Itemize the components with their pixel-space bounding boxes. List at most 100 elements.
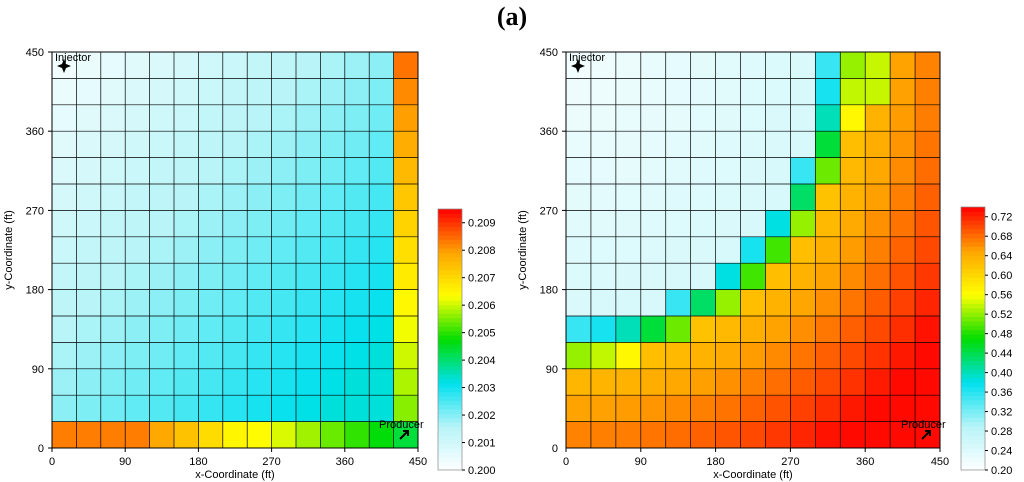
heatmap-cell xyxy=(715,131,741,158)
heatmap-cell xyxy=(566,342,592,370)
colorbar-segment xyxy=(961,342,985,348)
heatmap-cell xyxy=(690,421,716,449)
heatmap-cell xyxy=(765,104,791,132)
heatmap-cell xyxy=(100,104,126,132)
heatmap-cell xyxy=(393,131,419,158)
heatmap-cell xyxy=(76,52,102,79)
colorbar-segment xyxy=(438,235,462,240)
heatmap-cell xyxy=(815,236,841,264)
heatmap-cell xyxy=(125,52,150,79)
heatmap-cell xyxy=(198,131,224,158)
heatmap-cell xyxy=(198,368,224,396)
heatmap-cell xyxy=(174,395,199,422)
heatmap-cell xyxy=(174,342,199,370)
heatmap-cell xyxy=(222,289,248,317)
colorbar-segment xyxy=(438,300,462,306)
heatmap-cell xyxy=(566,104,592,132)
heatmap-cell xyxy=(198,104,224,132)
colorbar-tick-label: 0.68 xyxy=(991,231,1012,243)
heatmap-cell xyxy=(765,52,791,79)
heatmap-cell xyxy=(890,263,916,290)
heatmap-cell xyxy=(665,395,692,422)
heatmap-cell xyxy=(320,395,346,422)
y-tick-label: 90 xyxy=(546,364,558,376)
colorbar-segment xyxy=(438,313,462,319)
heatmap-cell xyxy=(915,263,941,290)
heatmap-cell xyxy=(790,395,816,422)
heatmap-cell xyxy=(715,263,741,290)
heatmap-cell xyxy=(344,104,370,132)
heatmap-cell xyxy=(815,210,841,238)
heatmap-cell xyxy=(915,421,941,449)
heatmap-cell xyxy=(393,263,419,290)
heatmap-cell xyxy=(247,342,272,370)
heatmap-cell xyxy=(640,236,667,264)
heatmap-cell xyxy=(765,342,791,370)
heatmap-cell xyxy=(566,157,592,185)
heatmap-cell xyxy=(52,289,77,317)
heatmap-cell xyxy=(174,421,199,449)
heatmap-cell xyxy=(271,289,297,317)
heatmap-cell xyxy=(590,210,617,238)
heatmap-cell xyxy=(125,368,150,396)
heatmap-cell xyxy=(915,316,941,343)
heatmap-cell xyxy=(271,421,297,449)
heatmap-cell xyxy=(247,421,272,449)
heatmap-cell xyxy=(890,395,916,422)
heatmap-cell xyxy=(615,316,642,343)
heatmap-cell xyxy=(320,157,346,185)
heatmap-cell xyxy=(915,184,941,211)
heatmap-cell xyxy=(369,236,394,264)
colorbar-segment xyxy=(438,226,462,232)
colorbar-segment xyxy=(961,456,985,462)
heatmap-cell xyxy=(271,342,297,370)
colorbar-segment xyxy=(961,369,985,375)
heatmap-cell xyxy=(296,421,321,449)
heatmap-cell xyxy=(296,316,321,343)
colorbar-segment xyxy=(961,294,985,300)
heatmap-cell xyxy=(76,289,102,317)
colorbar-segment xyxy=(438,278,462,284)
colorbar-segment xyxy=(438,430,462,436)
colorbar-segment xyxy=(961,312,985,318)
heatmap-cell xyxy=(840,104,866,132)
y-tick-label: 450 xyxy=(26,47,44,59)
heatmap-cell xyxy=(690,342,716,370)
heatmap-cell xyxy=(198,395,224,422)
x-tick-label: 0 xyxy=(49,456,55,468)
heatmap-cell xyxy=(890,131,916,158)
colorbar-segment xyxy=(961,426,985,432)
heatmap-cell xyxy=(149,131,175,158)
heatmap-cell xyxy=(369,395,394,422)
colorbar-segment xyxy=(961,220,985,226)
producer-label: Producer xyxy=(901,419,946,431)
colorbar-segment xyxy=(961,285,985,291)
heatmap-cell xyxy=(715,368,741,396)
heatmap-cell xyxy=(369,263,394,290)
colorbar-segment xyxy=(961,329,985,335)
heatmap-cell xyxy=(125,316,150,343)
heatmap-cell xyxy=(615,52,642,79)
heatmap-cell xyxy=(271,131,297,158)
heatmap-cell xyxy=(198,78,224,106)
colorbar-segment xyxy=(961,299,985,304)
heatmap-cell xyxy=(369,421,394,449)
heatmap-cell xyxy=(125,78,150,106)
heatmap-cell xyxy=(125,104,150,132)
heatmap-cell xyxy=(890,104,916,132)
heatmap-cell xyxy=(174,131,199,158)
colorbar-segment xyxy=(438,465,462,471)
heatmap-cell xyxy=(765,421,791,449)
colorbar-segment xyxy=(961,434,985,440)
heatmap-cell xyxy=(740,421,766,449)
heatmap-cell xyxy=(393,289,419,317)
colorbar-tick-label: 0.52 xyxy=(991,309,1012,321)
heatmap-cell xyxy=(247,289,272,317)
colorbar-segment xyxy=(438,317,462,323)
heatmap-cell xyxy=(665,263,692,290)
colorbar-tick-label: 0.64 xyxy=(991,251,1012,263)
colorbar-segment xyxy=(961,338,985,344)
heatmap-cell xyxy=(590,78,617,106)
heatmap-cell xyxy=(174,157,199,185)
heatmap-cell xyxy=(393,52,419,79)
